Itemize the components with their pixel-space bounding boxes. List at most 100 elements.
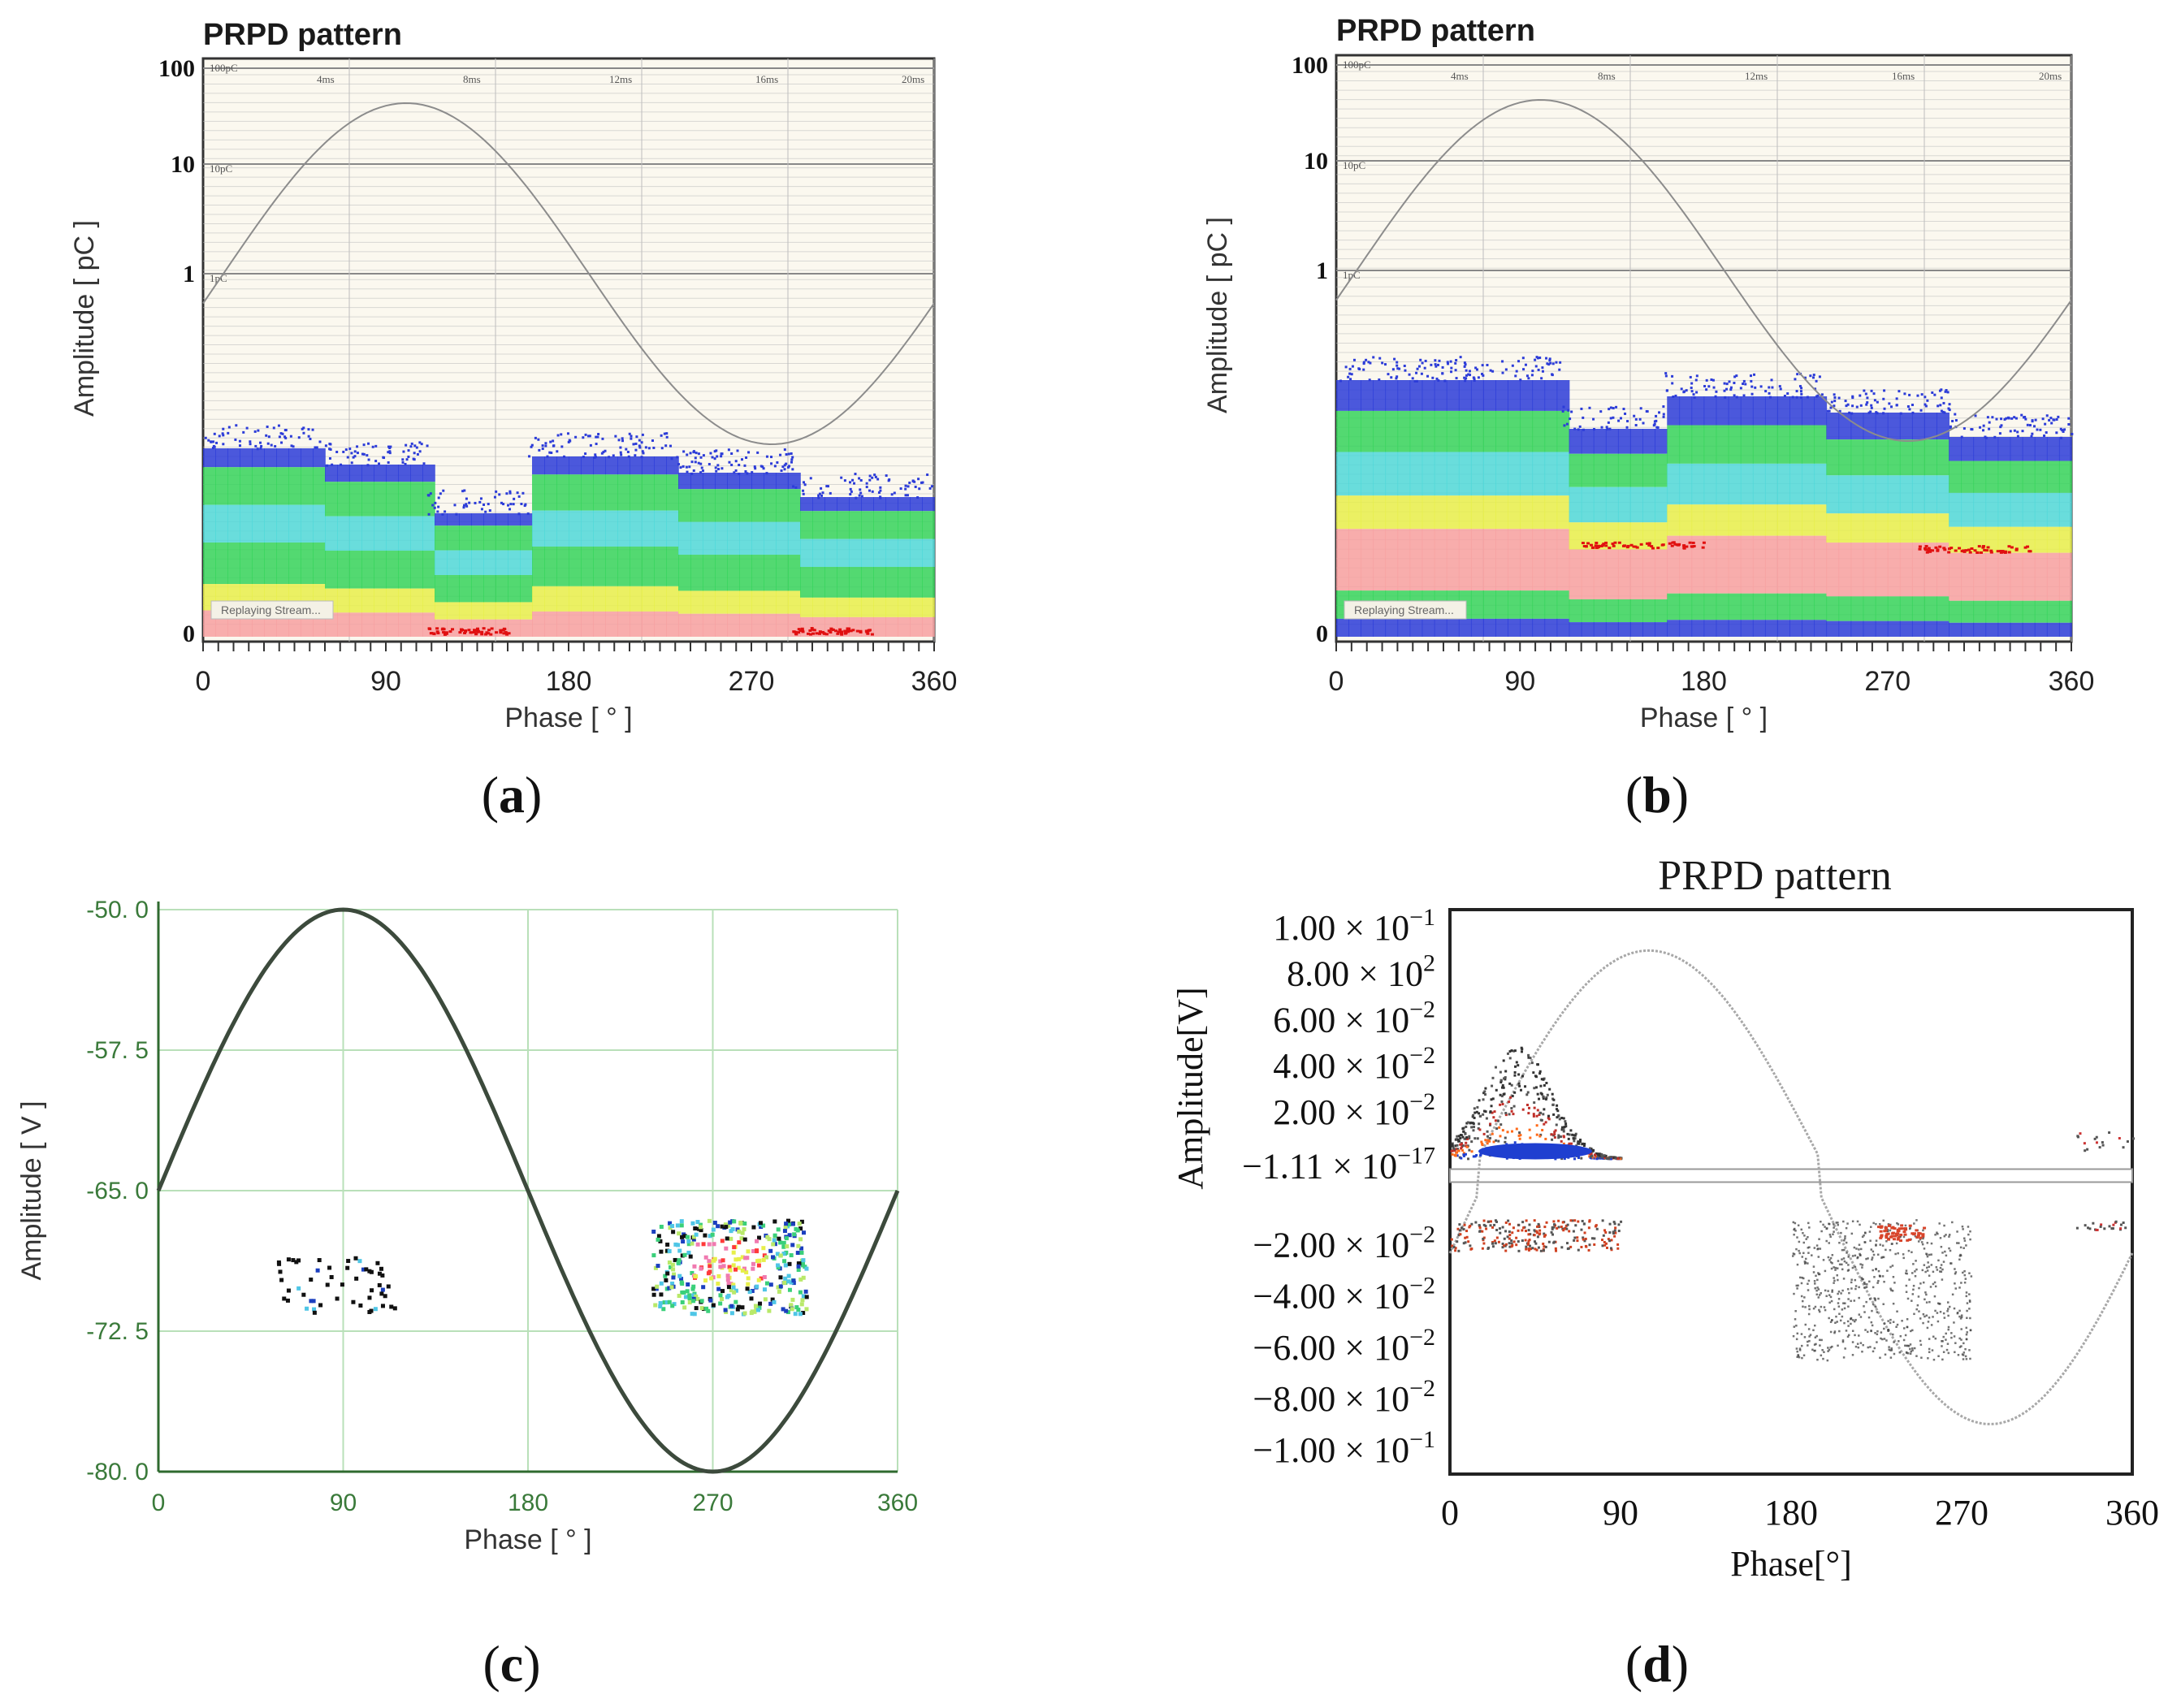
pd-density-cell [1385,452,1399,496]
pd-point [651,1292,656,1297]
pd-point [1484,1087,1487,1090]
pd-point [670,1281,675,1286]
y-tick-label: 6.00 × 10−2 [1273,996,1435,1040]
pd-point [1714,395,1717,398]
pd-point [1800,1282,1803,1285]
pd-point [1889,1287,1892,1291]
pd-density-cell [1850,513,1864,543]
pd-density-cell [1617,599,1631,623]
pd-point-red [1647,543,1651,547]
pd-point [2075,1226,2079,1230]
pd-point [488,509,491,512]
pd-point [1999,426,2002,429]
pd-point [1911,1251,1913,1254]
pd-point [1571,1219,1574,1222]
pd-density-cell [764,489,777,522]
pd-point [215,441,219,444]
pd-point [1796,1287,1798,1290]
pd-point [1556,1104,1559,1107]
pd-density-cell [1679,504,1693,536]
pd-point [1909,1352,1912,1356]
pd-point [726,1293,731,1298]
pd-point [1882,412,1885,415]
pd-point [1939,1270,1941,1273]
pd-point [1947,1314,1949,1317]
pd-point [1800,392,1803,396]
pd-point [2098,1146,2101,1149]
pd-density-cell [1863,596,1876,621]
pd-point [1889,1349,1892,1351]
pd-density-cell [690,473,703,490]
pd-point [1610,1157,1613,1161]
pd-point [1536,1092,1539,1096]
pd-point [1562,1135,1565,1138]
pd-point [1816,1247,1819,1251]
pd-point [865,486,868,489]
pd-point [1969,1238,1971,1241]
pd-point [1482,1132,1486,1135]
pd-point [786,465,790,469]
pd-point [1816,1286,1819,1289]
pd-point [740,458,743,461]
chart-title: PRPD pattern [1336,14,1535,48]
pd-point [860,495,863,498]
pd-density-cell [422,482,435,517]
pd-point [1917,1240,1920,1243]
pd-point [266,425,269,428]
time-label: 4ms [1451,70,1469,82]
pd-point-red [1625,546,1629,549]
pd-point [1463,1223,1466,1226]
pd-point [1929,1286,1932,1288]
pd-point [500,501,503,504]
pd-point [2088,1227,2092,1230]
pd-point [1462,1242,1465,1245]
pd-density-cell [1997,526,2011,553]
pd-point [1828,409,1831,413]
pd-point [587,435,591,438]
pd-density-cell [837,567,850,598]
pd-point [513,497,516,500]
pd-density-cell [1642,429,1655,454]
pd-point [1542,1078,1545,1081]
pd-point [597,433,600,436]
pd-point [1565,422,1569,426]
pd-point [1898,390,1901,393]
pd-point [729,1288,733,1293]
pd-point-red [1671,541,1675,544]
pd-point [1501,1226,1504,1229]
pd-point [1723,389,1726,392]
pd-density-cell [922,597,935,617]
pd-density-cell [1470,590,1484,619]
pd-point [1469,1247,1473,1251]
panel-c: -50. 0-57. 5-65. 0-72. 5-80. 00 90 180 270 3… [16,897,918,1693]
pd-point [2028,424,2032,427]
pd-point [1617,1230,1621,1233]
pd-point [1551,1138,1554,1141]
pd-point [1902,1235,1906,1239]
pd-point [1534,358,1537,361]
pd-point [1861,1278,1863,1281]
pd-point [1598,1153,1601,1157]
pd-point [1868,1280,1871,1283]
pd-point [638,439,641,442]
pd-point [1577,1248,1580,1252]
pd-density-cell [1716,535,1729,594]
pd-point [389,445,392,448]
pd-point [2118,1136,2121,1139]
pd-point [1982,424,1985,427]
pd-point-red [1702,541,1706,544]
pd-point [1535,1133,1538,1136]
pd-point [790,1222,795,1226]
pd-point [820,494,824,497]
pd-point [1542,1242,1545,1245]
pd-density-cell [1434,529,1448,591]
pd-point [784,1250,789,1255]
pd-point [794,486,798,489]
pd-point [804,1266,809,1271]
pd-point [1833,400,1837,403]
pd-point [1807,1312,1811,1316]
pd-point [1540,1078,1543,1081]
pd-density-cell [1642,486,1655,523]
pd-point [781,465,785,469]
pd-point [1750,379,1753,383]
